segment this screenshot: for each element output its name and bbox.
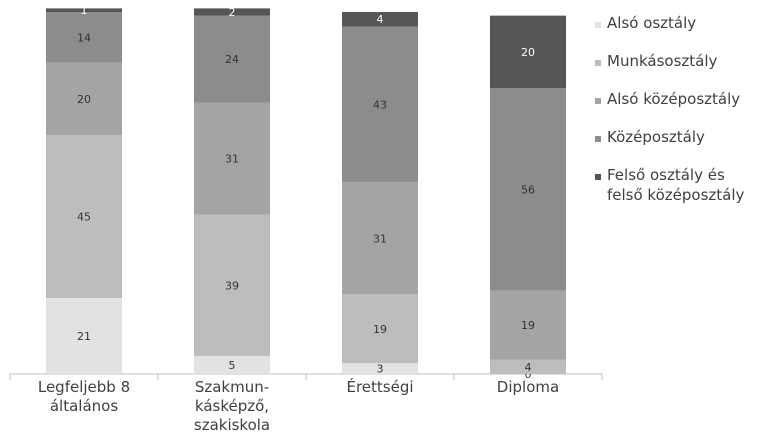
category-label: Szakmun- bbox=[195, 378, 269, 396]
category-label: Legfeljebb 8 bbox=[38, 378, 130, 396]
category-label: szakiskola bbox=[194, 416, 270, 434]
data-label: 1 bbox=[81, 4, 88, 17]
category-label: Diploma bbox=[497, 378, 559, 396]
data-label: 20 bbox=[77, 93, 91, 106]
data-label: 56 bbox=[521, 183, 535, 196]
legend-label: Alsó középosztály bbox=[607, 90, 740, 108]
data-label: 45 bbox=[77, 211, 91, 224]
data-label: 2 bbox=[229, 6, 236, 19]
bar-segment bbox=[490, 88, 566, 291]
bar-segment bbox=[46, 8, 122, 12]
data-label: 14 bbox=[77, 31, 91, 44]
category-label: általános bbox=[50, 397, 118, 415]
data-label: 31 bbox=[225, 153, 239, 166]
data-label: 19 bbox=[521, 319, 535, 332]
category-label: kásképző, bbox=[195, 397, 269, 415]
bar-segment bbox=[46, 12, 122, 63]
legend-label: Középosztály bbox=[607, 128, 705, 146]
bar-segment bbox=[194, 102, 270, 215]
bar-segment bbox=[342, 12, 418, 27]
bar-segment bbox=[194, 8, 270, 16]
legend-swatch bbox=[595, 98, 601, 104]
bar-segment bbox=[342, 363, 418, 374]
legend-label: Munkásosztály bbox=[607, 52, 717, 70]
data-label: 0 bbox=[525, 368, 532, 381]
data-label: 20 bbox=[521, 46, 535, 59]
bar-segment bbox=[490, 290, 566, 360]
data-label: 4 bbox=[377, 13, 384, 26]
data-label: 24 bbox=[225, 53, 239, 66]
bar-segment bbox=[46, 62, 122, 136]
bar-segment bbox=[194, 355, 270, 374]
bar-segment bbox=[342, 294, 418, 364]
bar-segment bbox=[342, 182, 418, 295]
bar-segment bbox=[490, 359, 566, 374]
data-label: 3 bbox=[377, 363, 384, 376]
bar-segment bbox=[46, 297, 122, 374]
legend-label: Alsó osztály bbox=[607, 14, 696, 32]
bar-segment bbox=[194, 15, 270, 103]
bar-segment bbox=[46, 135, 122, 298]
legend-swatch bbox=[595, 136, 601, 142]
category-label: Érettségi bbox=[346, 377, 413, 396]
data-label: 21 bbox=[77, 330, 91, 343]
bar-segment bbox=[194, 214, 270, 356]
legend-swatch bbox=[595, 60, 601, 66]
data-label: 4 bbox=[525, 361, 532, 374]
data-label: 43 bbox=[373, 98, 387, 111]
data-label: 5 bbox=[229, 359, 236, 372]
legend-label: felső középosztály bbox=[607, 186, 744, 204]
bar-segment bbox=[490, 15, 566, 89]
data-label: 39 bbox=[225, 279, 239, 292]
data-label: 31 bbox=[373, 232, 387, 245]
legend-label: Felső osztály és bbox=[607, 166, 725, 184]
data-label: 19 bbox=[373, 323, 387, 336]
legend-swatch bbox=[595, 22, 601, 28]
bar-segment bbox=[342, 26, 418, 183]
legend-swatch bbox=[595, 174, 601, 180]
